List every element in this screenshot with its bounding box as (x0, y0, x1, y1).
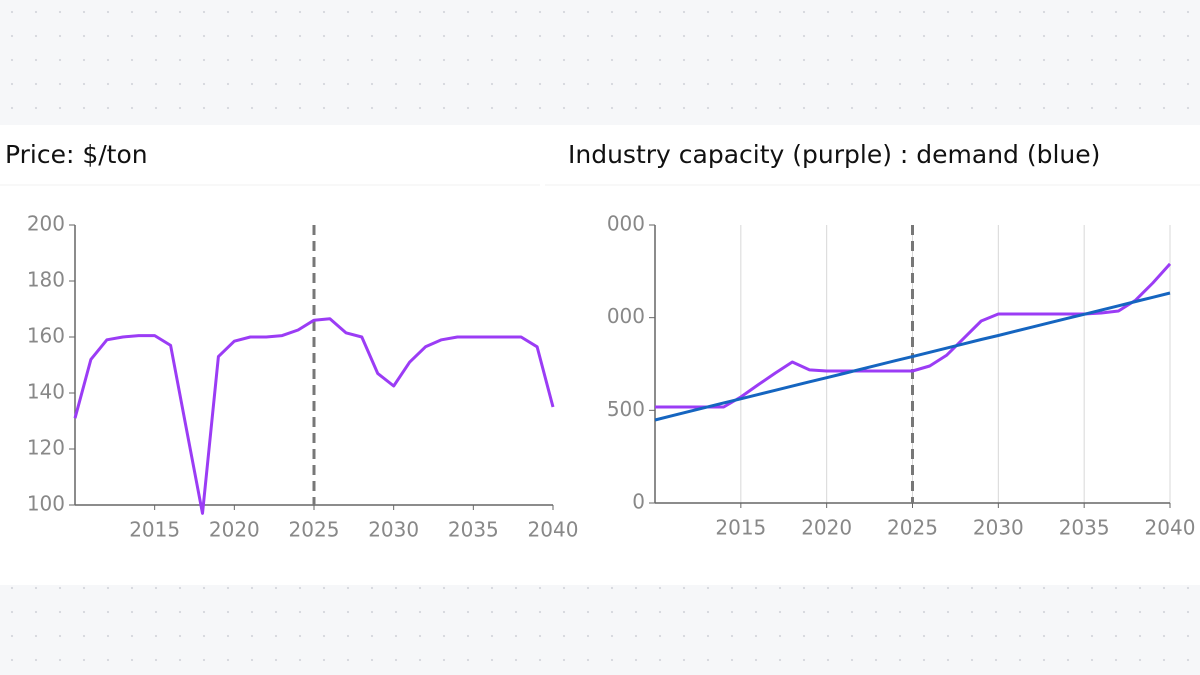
y-tick-label: 0 (632, 490, 645, 514)
y-tick-label: 200 (27, 212, 65, 236)
x-tick-label: 2020 (209, 518, 260, 542)
x-tick-label: 2020 (801, 516, 852, 540)
x-tick-label: 2030 (973, 516, 1024, 540)
x-tick-label: 2040 (1145, 516, 1196, 540)
chart-title: Industry capacity (purple) : demand (blu… (568, 140, 1100, 169)
y-tick-label: 160 (27, 324, 65, 348)
y-tick-label: 140 (27, 380, 65, 404)
x-tick-label: 2025 (887, 516, 938, 540)
series-line (654, 291, 1171, 422)
y-tick-label: 500 (607, 397, 645, 421)
x-tick-label: 2035 (448, 518, 499, 542)
x-tick-label: 2035 (1059, 516, 1110, 540)
chart-title: Price: $/ton (5, 140, 148, 169)
x-tick-label: 2015 (129, 518, 180, 542)
y-tick-label: 180 (27, 268, 65, 292)
series-line (73, 317, 555, 515)
y-tick-label: 100 (27, 492, 65, 516)
y-tick-label: 000 (607, 212, 645, 236)
y-tick-label: 000 (607, 304, 645, 328)
x-tick-label: 2015 (715, 516, 766, 540)
panel (0, 125, 1200, 585)
x-tick-label: 2040 (528, 518, 579, 542)
x-tick-label: 2030 (368, 518, 419, 542)
y-tick-label: 120 (27, 436, 65, 460)
x-tick-label: 2025 (289, 518, 340, 542)
